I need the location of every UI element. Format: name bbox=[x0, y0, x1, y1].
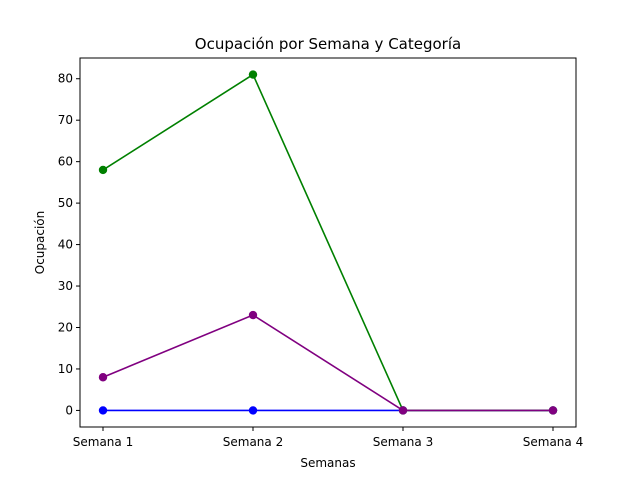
y-tick-label: 50 bbox=[58, 196, 73, 210]
x-tick-label: Semana 3 bbox=[373, 435, 433, 449]
y-tick-label: 40 bbox=[58, 238, 73, 252]
y-tick-label: 70 bbox=[58, 113, 73, 127]
x-tick-label: Semana 4 bbox=[523, 435, 583, 449]
chart-title: Ocupación por Semana y Categoría bbox=[195, 35, 461, 53]
data-point bbox=[398, 406, 408, 415]
series-group bbox=[98, 70, 558, 415]
y-axis-label: Ocupación bbox=[33, 211, 47, 275]
series-3 bbox=[98, 310, 558, 415]
series-line bbox=[102, 314, 553, 412]
y-tick-label: 20 bbox=[58, 320, 73, 334]
x-axis-label: Semanas bbox=[300, 456, 355, 470]
data-point bbox=[248, 70, 258, 79]
y-tick-label: 60 bbox=[58, 155, 73, 169]
y-axis: 0 10 20 30 40 50 60 70 80 bbox=[58, 72, 80, 417]
data-point bbox=[98, 406, 108, 415]
x-tick-label: Semana 1 bbox=[73, 435, 133, 449]
x-tick-label: Semana 2 bbox=[223, 435, 283, 449]
data-point bbox=[548, 406, 558, 415]
data-point bbox=[98, 165, 108, 175]
data-point bbox=[248, 310, 258, 320]
y-tick-label: 0 bbox=[65, 403, 73, 417]
x-axis: Semana 1 Semana 2 Semana 3 Semana 4 bbox=[73, 427, 583, 449]
y-tick-label: 10 bbox=[58, 362, 73, 376]
y-tick-label: 30 bbox=[58, 279, 73, 293]
y-tick-label: 80 bbox=[58, 72, 73, 86]
data-point bbox=[98, 373, 108, 382]
data-point bbox=[248, 406, 258, 415]
